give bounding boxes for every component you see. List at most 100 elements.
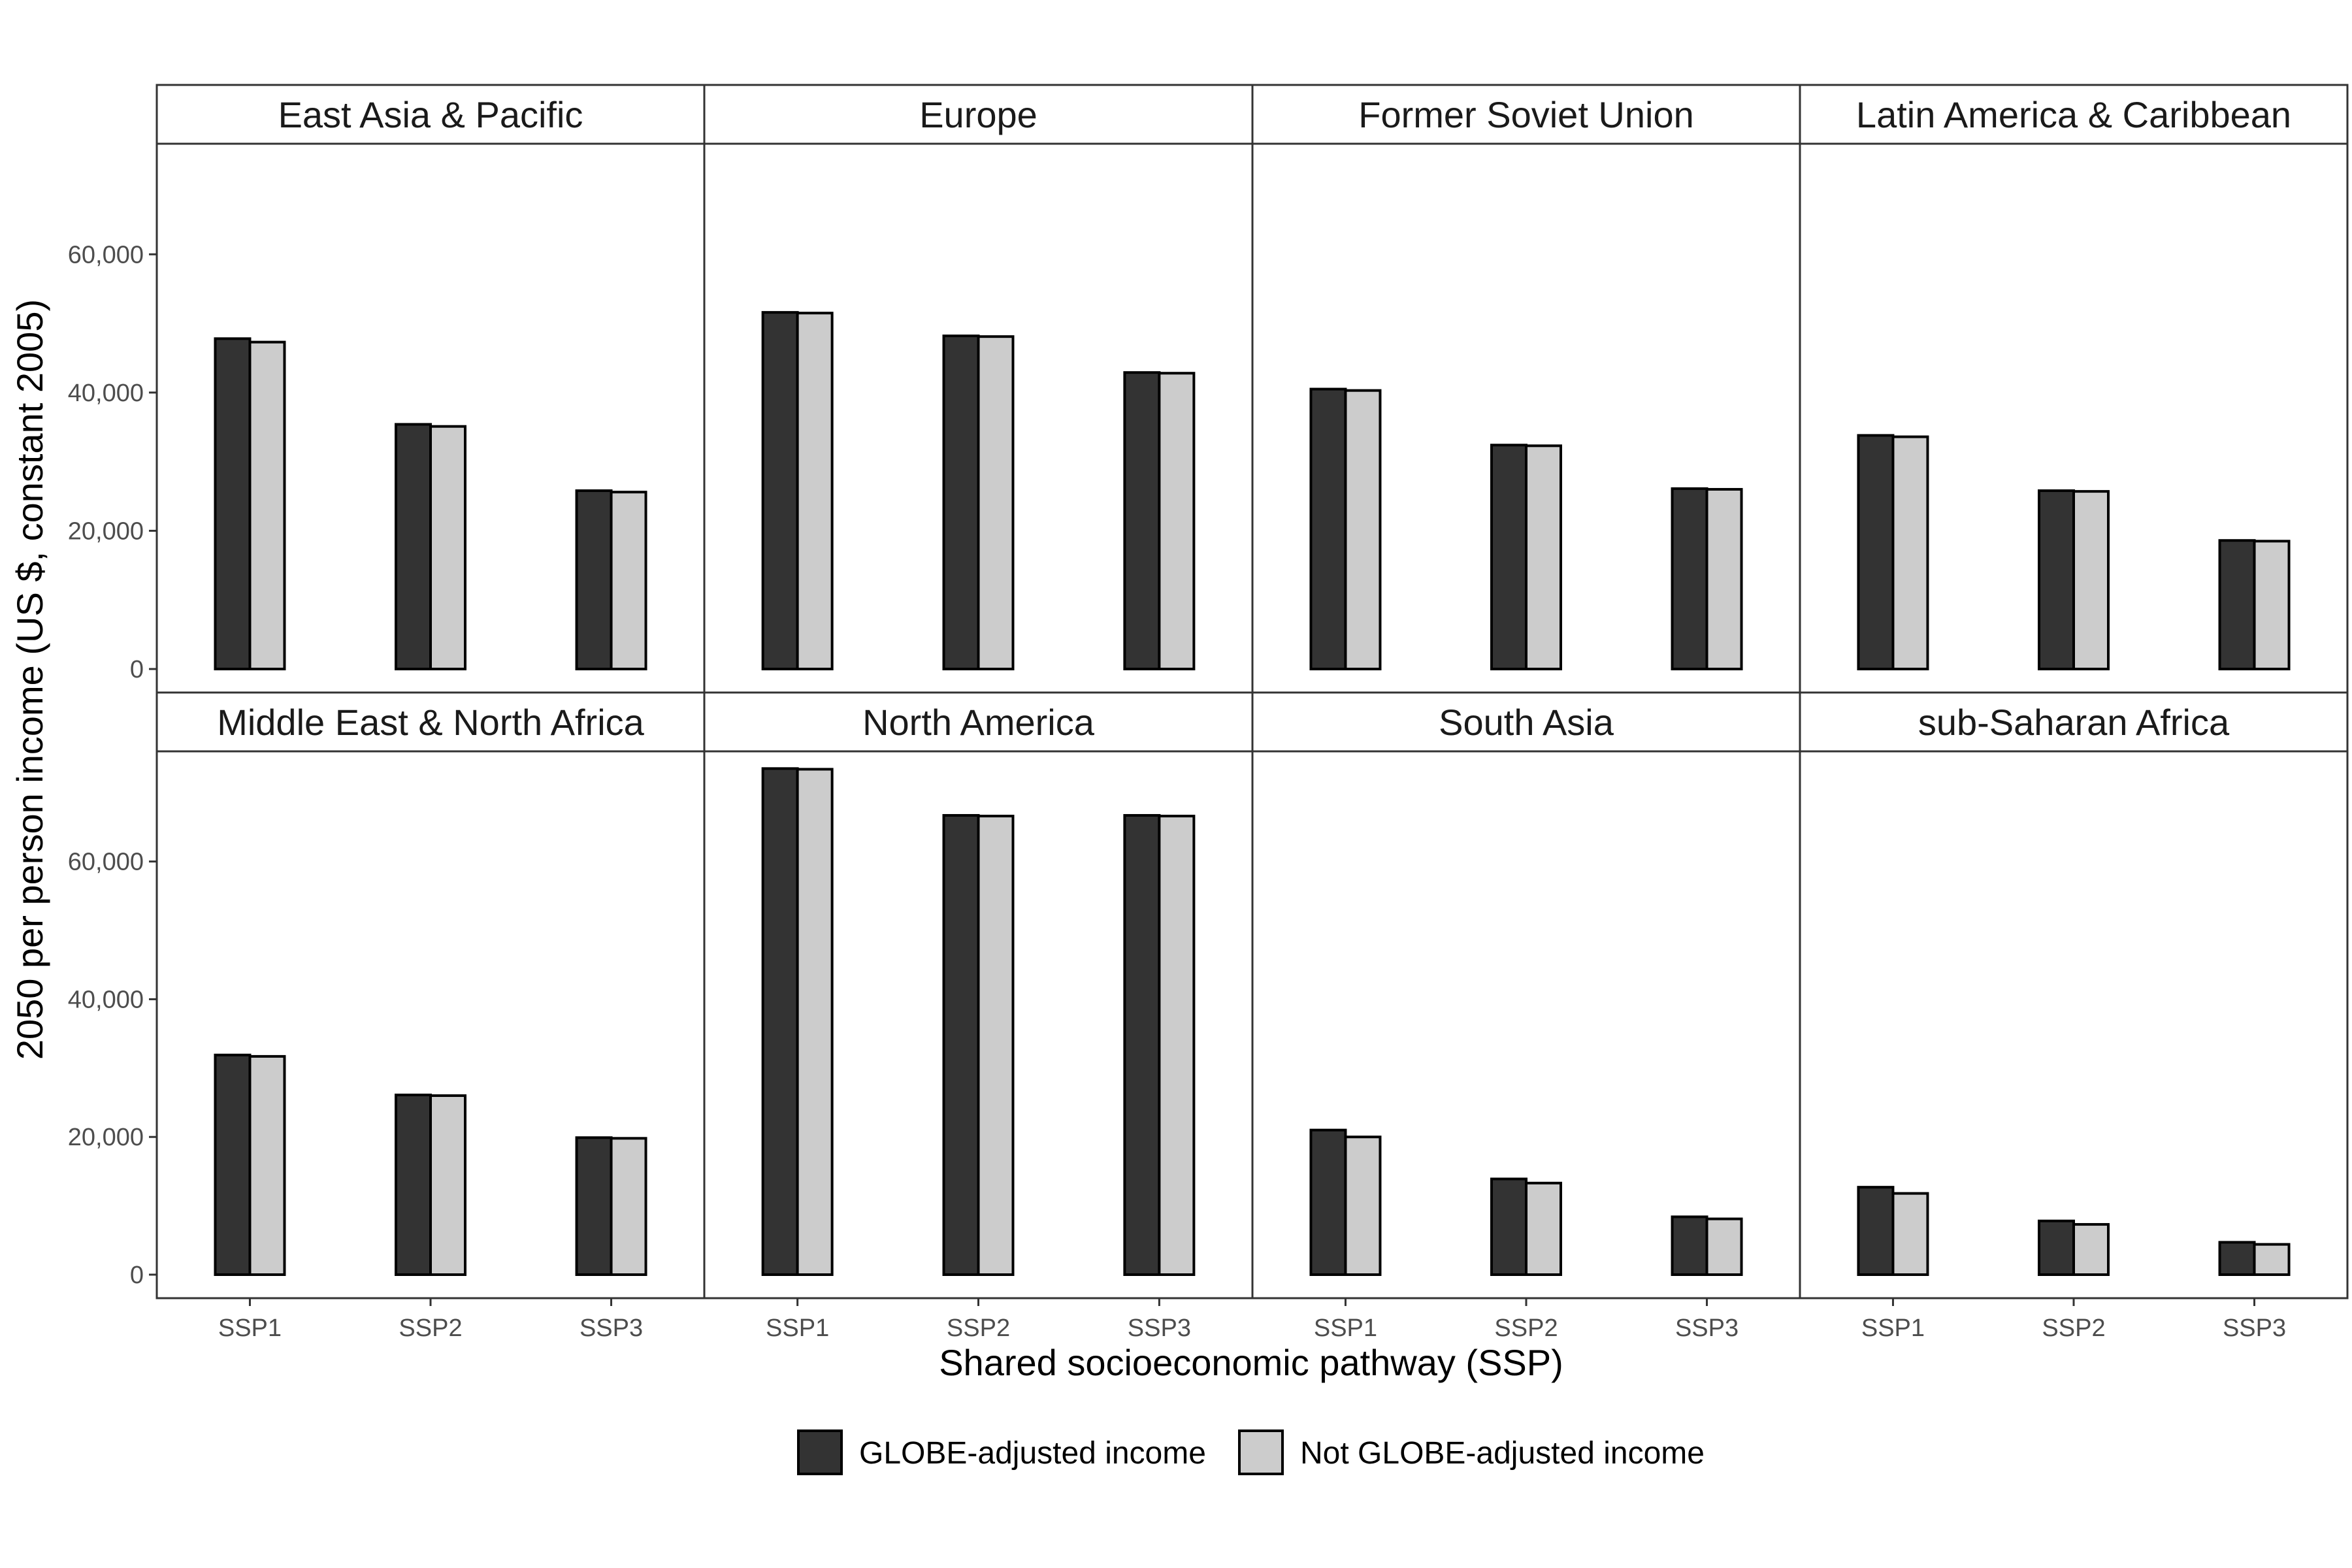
x-tick-label: SSP1: [218, 1315, 282, 1342]
bar: [977, 335, 1015, 671]
panel-strip: [1251, 84, 1801, 145]
bar: [1705, 487, 1743, 671]
bar: [1705, 1217, 1743, 1276]
x-tick-label: SSP3: [1128, 1315, 1191, 1342]
y-axis-title: 2050 per person income (US $, constant 2…: [9, 299, 50, 1060]
y-tick-label: 20,000: [68, 1124, 144, 1151]
bar: [429, 425, 466, 670]
bar: [796, 768, 834, 1276]
panel-title: Europe: [919, 94, 1037, 135]
panel: North America: [703, 691, 1254, 1299]
y-tick-label: 20,000: [68, 517, 144, 545]
legend: GLOBE-adjusted income Not GLOBE-adjusted …: [797, 1429, 1705, 1475]
bar: [1123, 371, 1161, 670]
bar: [2253, 1243, 2291, 1277]
bar: [1671, 1215, 1708, 1276]
legend-label: Not GLOBE-adjusted income: [1300, 1436, 1705, 1471]
bar: [2038, 489, 2075, 670]
bar: [796, 312, 834, 670]
x-axis-title: Shared socioeconomic pathway (SSP): [939, 1342, 1563, 1383]
bar: [214, 1053, 252, 1276]
bar: [395, 423, 432, 670]
panel: Latin America & Caribbean: [1799, 84, 2349, 694]
bar: [761, 767, 799, 1276]
bar: [2072, 490, 2110, 670]
bar: [1344, 389, 1382, 670]
bar: [610, 1137, 647, 1277]
bar: [1490, 444, 1527, 671]
panel: Europe: [703, 84, 1254, 694]
bar: [1309, 1128, 1347, 1276]
x-tick-label: SSP2: [1494, 1315, 1558, 1342]
panel-title: sub-Saharan Africa: [1918, 702, 2230, 743]
bar: [2218, 539, 2256, 670]
panel-title: Latin America & Caribbean: [1856, 94, 2291, 135]
x-tick-label: SSP1: [766, 1315, 829, 1342]
legend-item: Not GLOBE-adjusted income: [1238, 1429, 1705, 1475]
x-tick-label: SSP2: [947, 1315, 1010, 1342]
panel-title: Former Soviet Union: [1358, 94, 1694, 135]
panel-title: East Asia & Pacific: [278, 94, 583, 135]
panel-title: Middle East & North Africa: [217, 702, 644, 743]
y-tick-label: 0: [130, 1262, 144, 1289]
bar: [2072, 1223, 2110, 1277]
panel-strip: [703, 84, 1254, 145]
bar: [1857, 434, 1895, 670]
x-tick-label: SSP1: [1861, 1315, 1925, 1342]
x-tick-label: SSP2: [399, 1315, 462, 1342]
x-tick-label: SSP1: [1314, 1315, 1377, 1342]
bar: [395, 1093, 432, 1276]
bar: [1158, 372, 1196, 671]
bar: [977, 815, 1015, 1276]
panel: sub-Saharan Africa: [1799, 691, 2349, 1299]
panel-title: North America: [862, 702, 1095, 743]
panel-title: South Asia: [1439, 702, 1614, 743]
y-axes: 0 20,000 40,000 60,000 0 20,000 40,000 60,000: [68, 241, 157, 1289]
bar: [248, 1054, 286, 1276]
bar: [1891, 1192, 1929, 1276]
panel: East Asia & Pacific: [155, 84, 706, 694]
bar: [2253, 540, 2291, 671]
bar: [1891, 435, 1929, 670]
bar: [1158, 815, 1196, 1276]
y-tick-label: 60,000: [68, 849, 144, 876]
panel: Former Soviet Union: [1251, 84, 1801, 694]
legend-swatch: [1238, 1429, 1284, 1475]
panel: Middle East & North Africa: [155, 691, 706, 1299]
bar: [1671, 487, 1708, 670]
panel-strip: [703, 691, 1254, 753]
bar: [610, 491, 647, 670]
bar: [2218, 1241, 2256, 1277]
panel-strip: [155, 84, 706, 145]
x-tick-label: SSP3: [580, 1315, 643, 1342]
x-tick-label: SSP2: [2042, 1315, 2105, 1342]
bar: [1857, 1186, 1895, 1276]
bar: [942, 814, 980, 1276]
bar: [214, 337, 252, 670]
y-tick-label: 40,000: [68, 380, 144, 407]
bar: [761, 311, 799, 670]
bar: [1344, 1135, 1382, 1277]
y-tick-label: 60,000: [68, 241, 144, 269]
legend-swatch: [797, 1429, 843, 1475]
bar: [942, 335, 980, 670]
panel: South Asia: [1251, 691, 1801, 1299]
bar: [1123, 814, 1161, 1276]
facet-panels: East Asia & Pacific Europe Former Soviet U…: [155, 84, 2349, 1299]
bar: [575, 489, 613, 670]
bar: [1309, 387, 1347, 670]
y-tick-label: 0: [130, 656, 144, 683]
x-tick-label: SSP3: [2223, 1315, 2286, 1342]
x-axis: SSP1 SSP2 SSP3 SSP1 SSP2 SSP3 SSP1 SSP2 SSP3 SSP1…: [218, 1298, 2286, 1342]
bar: [429, 1094, 466, 1276]
legend-item: GLOBE-adjusted income: [797, 1429, 1206, 1475]
bar: [1525, 444, 1562, 670]
bar: [2038, 1219, 2075, 1277]
x-tick-label: SSP3: [1675, 1315, 1739, 1342]
bar: [575, 1136, 613, 1277]
panel-strip: [1251, 691, 1801, 753]
bar: [248, 340, 286, 670]
legend-label: GLOBE-adjusted income: [859, 1436, 1206, 1471]
